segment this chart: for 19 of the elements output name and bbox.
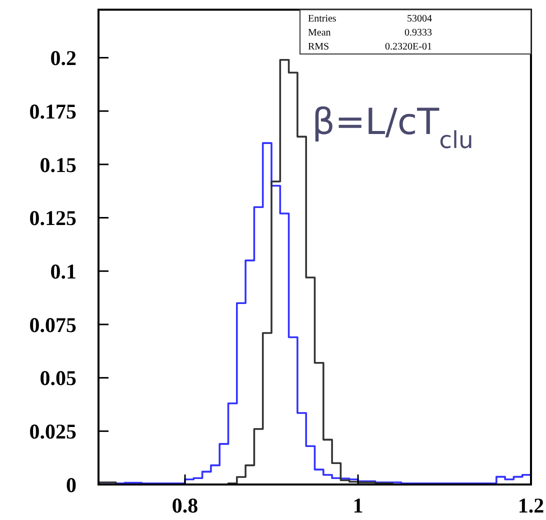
annotation: β=L/cT$_{clu}$ xyxy=(312,102,474,154)
x-tick-label: 0.8 xyxy=(172,494,198,518)
y-tick-label: 0.075 xyxy=(29,312,76,337)
y-tick-label: 0.025 xyxy=(29,420,76,444)
annotation: 53004 xyxy=(407,14,432,25)
y-tick-label: 0.05 xyxy=(40,366,76,390)
y-tick-label: 0.125 xyxy=(29,206,76,230)
y-tick-label: 0.1 xyxy=(50,259,76,284)
y-tick-label: 0.15 xyxy=(40,152,76,177)
y-tick-label: 0.2 xyxy=(50,46,76,70)
x-tick-label: 1 xyxy=(352,494,364,518)
annotation: 0.9333 xyxy=(404,28,432,39)
annotation: Entries xyxy=(308,14,336,25)
annotation: RMS xyxy=(308,42,330,53)
annotation: Mean xyxy=(308,28,331,39)
annotation: 0.2320E-01 xyxy=(385,42,432,53)
x-tick-label: 1.2 xyxy=(518,494,544,518)
y-tick-label: 0 xyxy=(66,472,76,497)
y-tick-label: 0.175 xyxy=(29,99,76,124)
